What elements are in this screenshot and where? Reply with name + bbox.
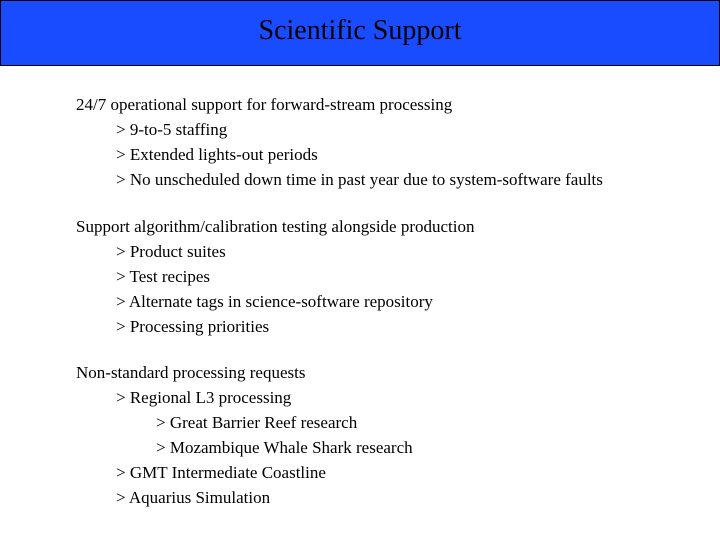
slide-title: Scientific Support [259,15,462,46]
title-bar: Scientific Support [0,0,720,66]
section-3-item-3: > Aquarius Simulation [116,487,720,510]
section-3: Non-standard processing requests > Regio… [76,362,720,510]
item-text: Product suites [130,242,226,261]
section-3-item-1-sub-1: > Great Barrier Reef research [156,412,720,435]
item-text: Regional L3 processing [130,388,291,407]
section-3-item-1-sub-2: > Mozambique Whale Shark research [156,437,720,460]
section-2-item-3: > Alternate tags in science-software rep… [116,291,720,314]
bullet-icon: > [116,488,126,507]
section-3-item-1: > Regional L3 processing [116,387,720,410]
section-1-item-3: > No unscheduled down time in past year … [116,169,720,192]
section-1-item-2: > Extended lights-out periods [116,144,720,167]
item-text: No unscheduled down time in past year du… [130,170,603,189]
section-2-lead: Support algorithm/calibration testing al… [76,216,720,239]
bullet-icon: > [116,388,126,407]
section-1-item-1: > 9-to-5 staffing [116,119,720,142]
section-2: Support algorithm/calibration testing al… [76,216,720,339]
item-text: Alternate tags in science-software repos… [129,292,433,311]
slide-body: 24/7 operational support for forward-str… [0,66,720,510]
bullet-icon: > [116,267,126,286]
item-text: Great Barrier Reef research [170,413,357,432]
bullet-icon: > [116,120,126,139]
section-1-lead: 24/7 operational support for forward-str… [76,94,720,117]
section-2-item-1: > Product suites [116,241,720,264]
bullet-icon: > [116,317,126,336]
section-1: 24/7 operational support for forward-str… [76,94,720,192]
item-text: Mozambique Whale Shark research [170,438,413,457]
item-text: Extended lights-out periods [130,145,318,164]
section-2-item-2: > Test recipes [116,266,720,289]
bullet-icon: > [116,145,126,164]
bullet-icon: > [156,413,166,432]
section-3-lead: Non-standard processing requests [76,362,720,385]
bullet-icon: > [156,438,166,457]
item-text: Processing priorities [130,317,269,336]
section-3-item-2: > GMT Intermediate Coastline [116,462,720,485]
bullet-icon: > [116,170,126,189]
bullet-icon: > [116,242,126,261]
section-2-item-4: > Processing priorities [116,316,720,339]
item-text: Aquarius Simulation [129,488,270,507]
item-text: GMT Intermediate Coastline [130,463,326,482]
item-text: 9-to-5 staffing [130,120,227,139]
item-text: Test recipes [130,267,210,286]
bullet-icon: > [116,292,126,311]
bullet-icon: > [116,463,126,482]
